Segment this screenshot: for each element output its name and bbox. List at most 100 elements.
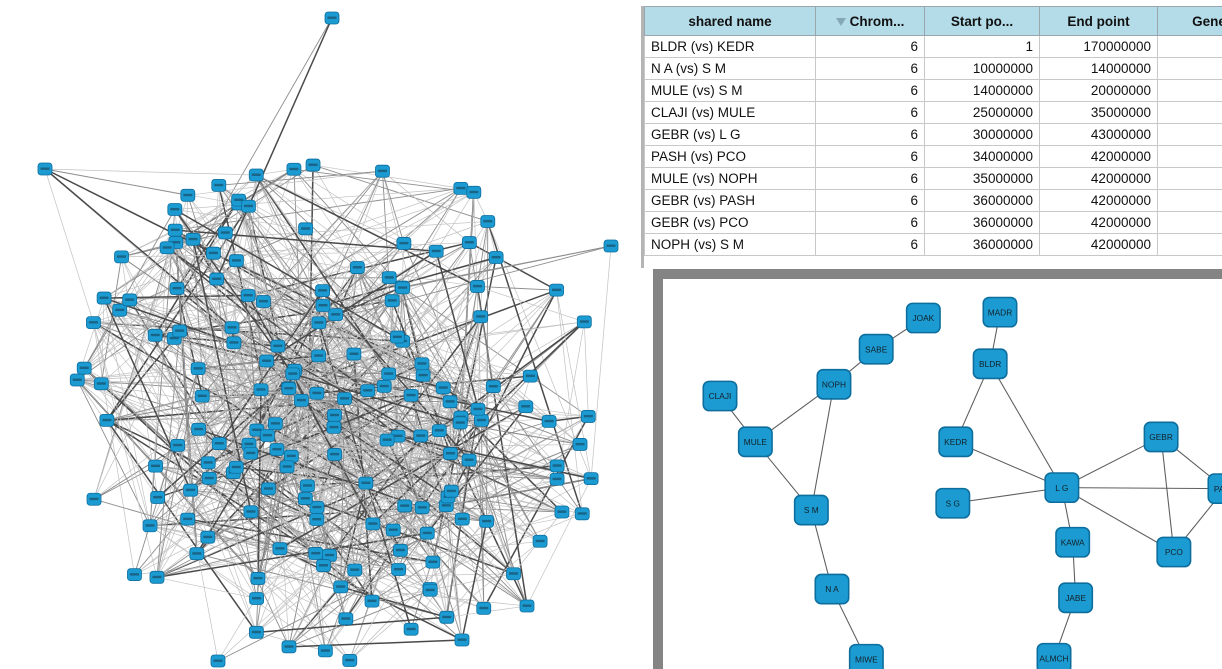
subnetwork-node[interactable]: S G: [935, 487, 971, 519]
subnetwork-node-shape[interactable]: [793, 494, 829, 526]
cell-genetic[interactable]: 8.4: [1157, 211, 1222, 234]
full-network-edge[interactable]: [218, 185, 238, 261]
subnetwork-edge[interactable]: [1061, 487, 1222, 490]
subnetwork-node[interactable]: N A: [814, 573, 850, 605]
full-network-edge[interactable]: [174, 208, 403, 342]
full-network-edge[interactable]: [255, 174, 320, 323]
subnetwork-node-shape[interactable]: [1207, 473, 1222, 505]
full-network-edge[interactable]: [157, 228, 306, 498]
full-network-edge[interactable]: [435, 251, 483, 421]
cell-chromosome[interactable]: 6: [815, 233, 925, 256]
subnetwork-node-shape[interactable]: [814, 573, 850, 605]
full-network-edge[interactable]: [286, 466, 347, 619]
full-network-edge[interactable]: [435, 192, 475, 252]
full-network-edge[interactable]: [156, 511, 252, 578]
edge-table[interactable]: shared name Chrom... Start po... End poi…: [644, 6, 1222, 256]
full-network-edge[interactable]: [166, 174, 257, 249]
full-network-edge[interactable]: [340, 395, 412, 587]
cell-end_point[interactable]: 20000000: [1039, 79, 1158, 102]
subnetwork-node-shape[interactable]: [816, 368, 852, 400]
full-network-edge[interactable]: [292, 373, 336, 455]
subnetwork-node-shape[interactable]: [1156, 536, 1192, 568]
full-network-edge[interactable]: [268, 435, 399, 490]
full-network-edge[interactable]: [193, 221, 488, 240]
subnetwork-node[interactable]: L G: [1044, 472, 1080, 504]
sort-descending-triangle-icon[interactable]: [835, 17, 846, 26]
subnetwork-edge[interactable]: [810, 384, 835, 511]
subnetwork-edge[interactable]: [955, 441, 1063, 489]
full-network-edge[interactable]: [154, 335, 210, 479]
subnetwork-canvas[interactable]: JOAK SABE NOPH CLAJI MULE S M N A MIWE MADR BLDR K…: [663, 279, 1222, 669]
full-network-edge[interactable]: [44, 168, 233, 329]
full-network-edge[interactable]: [556, 290, 583, 514]
full-network-edge[interactable]: [119, 310, 178, 446]
full-network-edge[interactable]: [477, 286, 585, 323]
subnetwork-node[interactable]: KEDR: [938, 426, 974, 458]
full-network-edge[interactable]: [202, 277, 390, 397]
cell-end_point[interactable]: 42000000: [1039, 211, 1158, 234]
subnetwork-node[interactable]: NOPH: [816, 368, 852, 400]
full-network-edge[interactable]: [353, 353, 526, 407]
full-network-edge[interactable]: [397, 435, 541, 542]
subnetwork-node-shape[interactable]: [858, 333, 894, 365]
cell-genetic[interactable]: 9.9: [1157, 233, 1222, 256]
full-network-edge[interactable]: [404, 505, 562, 513]
subnetwork-node[interactable]: PASH: [1207, 473, 1222, 505]
full-network-edge[interactable]: [106, 419, 318, 521]
column-header-genetic[interactable]: Genetic...: [1157, 6, 1222, 36]
full-network-edge[interactable]: [236, 316, 481, 468]
full-network-edge[interactable]: [256, 429, 528, 607]
full-network-edge[interactable]: [217, 386, 385, 662]
full-network-edge[interactable]: [461, 521, 488, 641]
full-network-edge[interactable]: [325, 507, 423, 652]
full-network-edge[interactable]: [305, 228, 318, 394]
subnetwork-edge[interactable]: [952, 487, 1062, 504]
column-header-end-point[interactable]: End point: [1039, 6, 1158, 36]
subnetwork-canvas-area[interactable]: JOAK SABE NOPH CLAJI MULE S M N A MIWE MADR BLDR K…: [663, 279, 1222, 669]
subnetwork-node-shape[interactable]: [702, 380, 738, 412]
full-network-edge[interactable]: [149, 290, 323, 527]
full-network-edge[interactable]: [197, 368, 431, 591]
full-network-edge[interactable]: [149, 525, 257, 599]
cell-end_point[interactable]: 170000000: [1039, 35, 1158, 58]
full-network-edge[interactable]: [231, 326, 422, 437]
full-network-edge[interactable]: [305, 498, 434, 563]
full-network-edge[interactable]: [383, 286, 478, 387]
full-network-edge[interactable]: [103, 164, 314, 299]
subnetwork-panel[interactable]: JOAK SABE NOPH CLAJI MULE S M N A MIWE MADR BLDR K…: [653, 269, 1222, 669]
full-network-edge[interactable]: [103, 297, 234, 473]
full-network-edge[interactable]: [388, 373, 448, 618]
cell-start_point[interactable]: 36000000: [924, 189, 1040, 212]
full-network-edge[interactable]: [250, 452, 423, 508]
full-network-edge[interactable]: [233, 277, 390, 473]
cell-shared_name[interactable]: PASH (vs) PCO: [644, 145, 816, 168]
table-row[interactable]: GEBR (vs) L G6300000004300000016.9: [644, 123, 1222, 146]
full-network-edge[interactable]: [166, 247, 262, 390]
full-network-edge[interactable]: [233, 472, 373, 602]
full-network-edge[interactable]: [207, 286, 403, 538]
full-network-edge[interactable]: [446, 479, 558, 618]
full-network-edge[interactable]: [315, 553, 463, 641]
full-network-edge[interactable]: [556, 321, 585, 480]
full-network-edge[interactable]: [190, 489, 399, 570]
cell-chromosome[interactable]: 6: [815, 57, 925, 80]
full-network-edge[interactable]: [293, 168, 403, 289]
full-network-edge[interactable]: [340, 398, 345, 587]
full-network-edge[interactable]: [267, 435, 563, 513]
cell-shared_name[interactable]: MULE (vs) NOPH: [644, 167, 816, 190]
full-network-edge[interactable]: [93, 322, 268, 436]
full-network-edge[interactable]: [477, 285, 557, 291]
subnetwork-node-shape[interactable]: [1055, 526, 1091, 558]
cell-genetic[interactable]: 6.6: [1157, 57, 1222, 80]
edge-table-panel[interactable]: shared name Chrom... Start po... End poi…: [641, 6, 1222, 268]
full-network-edge[interactable]: [447, 316, 482, 497]
full-network-edge[interactable]: [263, 191, 474, 302]
full-network-edge[interactable]: [487, 221, 592, 479]
full-network-edge[interactable]: [288, 639, 463, 648]
full-network-edge[interactable]: [83, 367, 281, 550]
full-network-edge[interactable]: [401, 245, 612, 288]
full-network-edge[interactable]: [156, 576, 257, 599]
full-network-edge[interactable]: [318, 245, 612, 324]
table-row[interactable]: PASH (vs) PCO6340000004200000011.4: [644, 145, 1222, 168]
full-network-edge[interactable]: [371, 518, 463, 602]
